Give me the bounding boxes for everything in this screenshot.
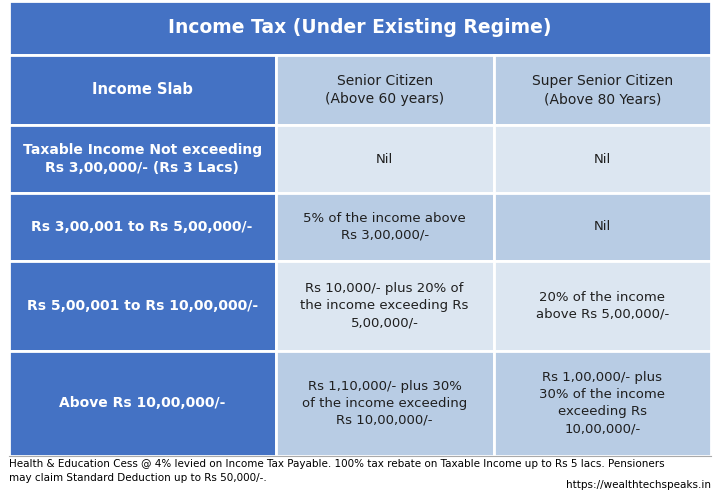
Bar [493,261,711,351]
Text: 5% of the income above
Rs 3,00,000/-: 5% of the income above Rs 3,00,000/- [303,212,466,242]
Text: Income Slab: Income Slab [91,83,192,98]
Bar [9,1,711,55]
Text: Nil: Nil [594,153,611,166]
Text: Rs 10,000/- plus 20% of
the income exceeding Rs
5,00,000/-: Rs 10,000/- plus 20% of the income excee… [300,282,469,330]
Bar [493,55,711,125]
Bar [493,351,711,456]
Text: Super Senior Citizen
(Above 80 Years): Super Senior Citizen (Above 80 Years) [532,74,673,106]
Bar [276,125,493,193]
Bar [493,193,711,261]
Bar [276,351,493,456]
Bar [9,261,276,351]
Bar [493,125,711,193]
Text: Rs 5,00,001 to Rs 10,00,000/-: Rs 5,00,001 to Rs 10,00,000/- [27,299,258,313]
Text: Rs 1,00,000/- plus
30% of the income
exceeding Rs
10,00,000/-: Rs 1,00,000/- plus 30% of the income exc… [539,372,665,435]
Text: Nil: Nil [594,221,611,234]
Text: https://wealthtechspeaks.in: https://wealthtechspeaks.in [567,480,711,490]
Text: Rs 1,10,000/- plus 30%
of the income exceeding
Rs 10,00,000/-: Rs 1,10,000/- plus 30% of the income exc… [302,380,467,427]
Bar [9,193,276,261]
Bar [0,456,720,498]
Text: Taxable Income Not exceeding
Rs 3,00,000/- (Rs 3 Lacs): Taxable Income Not exceeding Rs 3,00,000… [22,143,261,175]
Text: Nil: Nil [376,153,393,166]
Text: Health & Education Cess @ 4% levied on Income Tax Payable. 100% tax rebate on Ta: Health & Education Cess @ 4% levied on I… [9,459,665,483]
Bar [276,261,493,351]
Bar [9,55,276,125]
Bar [276,193,493,261]
Text: Above Rs 10,00,000/-: Above Rs 10,00,000/- [59,396,225,410]
Text: Senior Citizen
(Above 60 years): Senior Citizen (Above 60 years) [325,74,444,106]
Bar [9,125,276,193]
Text: 20% of the income
above Rs 5,00,000/-: 20% of the income above Rs 5,00,000/- [536,291,669,321]
Bar [9,351,276,456]
Text: Rs 3,00,001 to Rs 5,00,000/-: Rs 3,00,001 to Rs 5,00,000/- [32,220,253,234]
Text: Income Tax (Under Existing Regime): Income Tax (Under Existing Regime) [168,18,552,37]
Bar [276,55,493,125]
